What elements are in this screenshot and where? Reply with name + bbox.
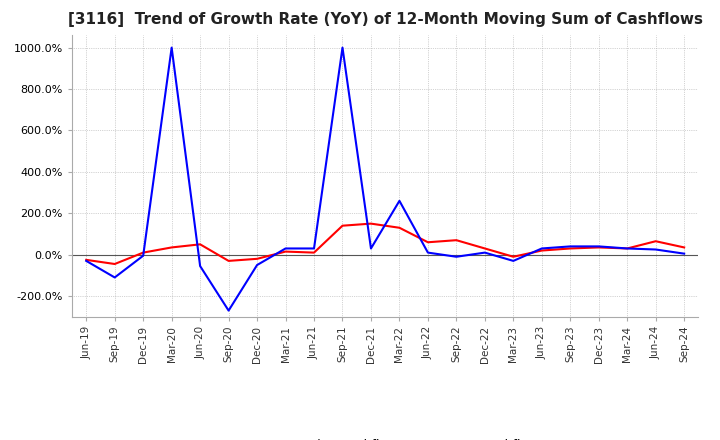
Title: [3116]  Trend of Growth Rate (YoY) of 12-Month Moving Sum of Cashflows: [3116] Trend of Growth Rate (YoY) of 12-…: [68, 12, 703, 27]
Free Cashflow: [167, 45, 176, 50]
Free Cashflow: [395, 198, 404, 203]
Line: Free Cashflow: Free Cashflow: [86, 48, 684, 311]
Operating Cashflow: [395, 225, 404, 231]
Operating Cashflow: [537, 248, 546, 253]
Operating Cashflow: [82, 257, 91, 263]
Operating Cashflow: [139, 250, 148, 255]
Operating Cashflow: [110, 261, 119, 267]
Free Cashflow: [680, 251, 688, 256]
Operating Cashflow: [680, 245, 688, 250]
Free Cashflow: [480, 250, 489, 255]
Operating Cashflow: [338, 223, 347, 228]
Free Cashflow: [509, 258, 518, 264]
Operating Cashflow: [423, 240, 432, 245]
Operating Cashflow: [652, 238, 660, 244]
Free Cashflow: [595, 244, 603, 249]
Free Cashflow: [82, 258, 91, 264]
Free Cashflow: [139, 253, 148, 258]
Free Cashflow: [623, 246, 631, 251]
Operating Cashflow: [623, 246, 631, 251]
Free Cashflow: [423, 250, 432, 255]
Free Cashflow: [310, 246, 318, 251]
Free Cashflow: [452, 254, 461, 260]
Operating Cashflow: [310, 250, 318, 255]
Line: Operating Cashflow: Operating Cashflow: [86, 224, 684, 264]
Legend: Operating Cashflow, Free Cashflow: Operating Cashflow, Free Cashflow: [228, 434, 543, 440]
Free Cashflow: [225, 308, 233, 313]
Free Cashflow: [282, 246, 290, 251]
Operating Cashflow: [282, 249, 290, 254]
Operating Cashflow: [595, 245, 603, 250]
Operating Cashflow: [225, 258, 233, 264]
Free Cashflow: [566, 244, 575, 249]
Free Cashflow: [338, 45, 347, 50]
Free Cashflow: [366, 246, 375, 251]
Operating Cashflow: [196, 242, 204, 247]
Operating Cashflow: [452, 238, 461, 243]
Free Cashflow: [110, 275, 119, 280]
Free Cashflow: [196, 264, 204, 269]
Operating Cashflow: [509, 254, 518, 260]
Operating Cashflow: [253, 256, 261, 261]
Operating Cashflow: [167, 245, 176, 250]
Operating Cashflow: [566, 246, 575, 251]
Operating Cashflow: [366, 221, 375, 226]
Free Cashflow: [537, 246, 546, 251]
Free Cashflow: [652, 247, 660, 252]
Free Cashflow: [253, 262, 261, 268]
Operating Cashflow: [480, 246, 489, 251]
